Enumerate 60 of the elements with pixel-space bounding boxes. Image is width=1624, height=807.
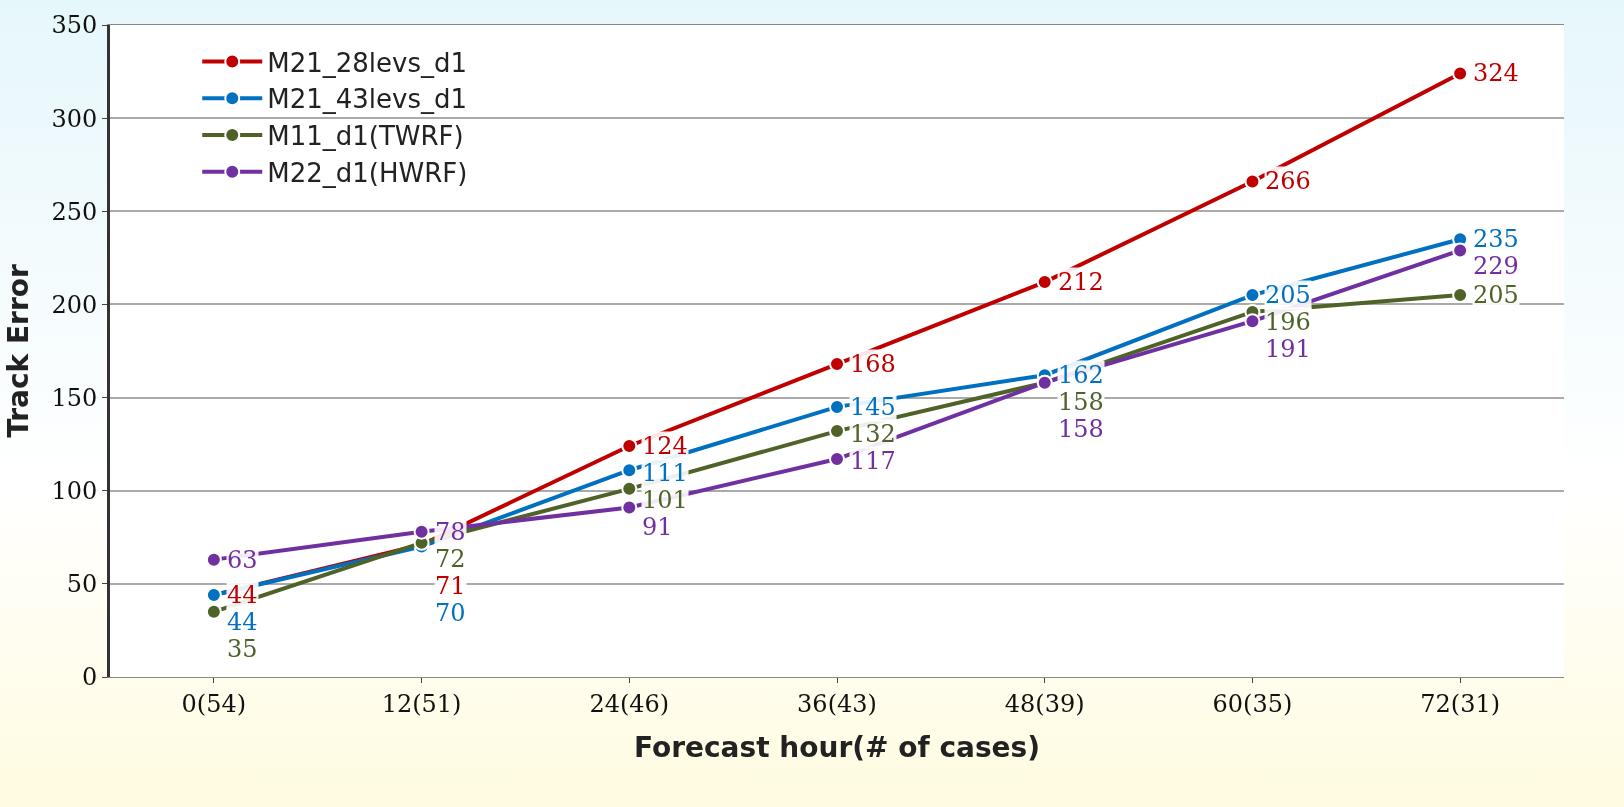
y-tick-label: 100 [51, 477, 98, 506]
data-label: 63 [227, 546, 258, 574]
point [621, 438, 638, 454]
data-label: 196 [1265, 308, 1311, 336]
x-tick-label: 0(54) [181, 689, 247, 718]
data-label: 70 [435, 599, 466, 627]
data-label: 212 [1058, 268, 1104, 296]
point [621, 499, 638, 516]
data-label: 124 [642, 432, 688, 460]
point [205, 551, 222, 568]
data-label: 35 [227, 635, 258, 663]
point [205, 603, 222, 620]
y-tick-label: 350 [51, 11, 98, 40]
y-tick-label: 200 [51, 290, 98, 319]
data-label: 205 [1473, 281, 1519, 309]
data-label: 117 [850, 447, 896, 475]
data-label: 324 [1473, 59, 1519, 87]
data-label: 78 [435, 518, 466, 546]
x-tick-label: 60(35) [1212, 689, 1293, 718]
legend-label: M22_d1(HWRF) [267, 157, 468, 188]
point [1244, 173, 1261, 190]
x-tick-label: 72(31) [1420, 689, 1501, 718]
x-tick-label: 48(39) [1004, 689, 1085, 718]
point [1452, 242, 1469, 259]
legend-label: M21_43levs_d1 [267, 84, 468, 115]
x-axis-title: Forecast hour(# of cases) [633, 730, 1041, 764]
x-tick-label: 24(46) [589, 689, 670, 718]
point [1452, 65, 1469, 82]
legend-label: M11_d1(TWRF) [267, 121, 464, 152]
x-tick-label: 12(51) [381, 689, 462, 718]
data-label: 162 [1058, 361, 1104, 389]
y-tick-label: 150 [51, 383, 98, 412]
point [1244, 313, 1261, 330]
y-tick-label: 250 [51, 197, 98, 226]
y-tick-label: 300 [51, 104, 98, 133]
point [413, 523, 430, 540]
data-label: 145 [850, 393, 896, 421]
legend-label: M21_28levs_d1 [267, 47, 468, 78]
data-label: 235 [1473, 225, 1519, 253]
data-label: 72 [435, 545, 466, 573]
point [621, 480, 638, 497]
data-label: 205 [1265, 281, 1311, 309]
data-label: 101 [642, 486, 688, 514]
data-label: 266 [1265, 167, 1311, 195]
y-tick-label: 50 [66, 570, 98, 599]
data-label: 132 [850, 420, 896, 448]
data-label: 91 [642, 513, 673, 541]
y-axis-title: Track Error [2, 264, 36, 438]
data-label: 158 [1058, 388, 1104, 416]
data-label: 168 [850, 350, 896, 378]
y-tick-label: 0 [81, 663, 98, 692]
x-tick-label: 36(43) [797, 689, 877, 718]
data-label: 229 [1473, 252, 1519, 280]
data-label: 111 [642, 459, 688, 487]
point [621, 462, 638, 479]
data-label: 44 [227, 581, 258, 609]
data-label: 191 [1265, 335, 1311, 363]
data-label: 44 [227, 608, 258, 636]
data-label: 71 [435, 572, 466, 600]
data-label: 158 [1058, 415, 1104, 443]
